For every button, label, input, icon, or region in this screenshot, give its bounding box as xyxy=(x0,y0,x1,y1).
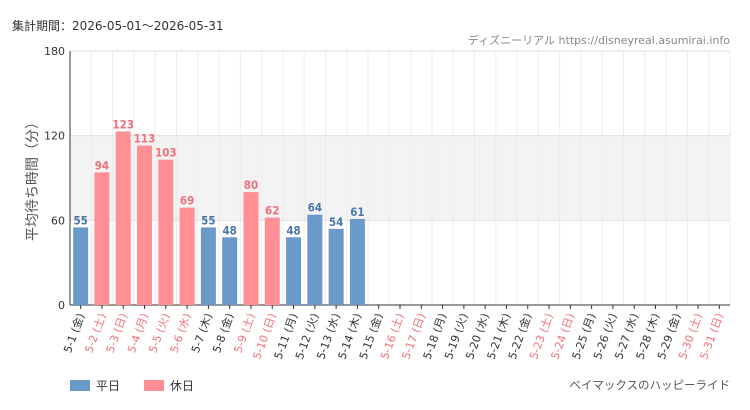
bar-value-label: 55 xyxy=(73,213,87,227)
bar-value-label: 69 xyxy=(180,194,194,208)
bar[interactable] xyxy=(200,227,216,305)
bar-value-label: 54 xyxy=(329,215,343,229)
bar[interactable] xyxy=(73,227,89,305)
legend-swatch-holiday xyxy=(144,380,165,391)
bar[interactable] xyxy=(158,159,174,305)
legend-swatch-weekday xyxy=(70,380,90,391)
y-tick-label: 180 xyxy=(44,45,65,58)
legend: 平日 休日 xyxy=(70,377,194,394)
legend-label-holiday: 休日 xyxy=(170,379,195,393)
bar[interactable] xyxy=(222,237,238,305)
bar-value-label: 113 xyxy=(134,132,156,146)
y-tick-label: 120 xyxy=(44,130,65,143)
bar-value-label: 48 xyxy=(286,223,300,237)
y-tick-label: 60 xyxy=(51,214,65,227)
legend-item-weekday[interactable]: 平日 xyxy=(70,377,120,394)
bar-value-label: 61 xyxy=(350,205,364,219)
bar-value-label: 55 xyxy=(201,213,215,227)
bar[interactable] xyxy=(307,214,323,305)
bar-value-label: 94 xyxy=(95,158,109,172)
bar[interactable] xyxy=(115,131,131,305)
bar[interactable] xyxy=(94,172,110,305)
bar-value-label: 80 xyxy=(244,178,258,192)
y-tick-label: 0 xyxy=(58,299,65,312)
bar-value-label: 103 xyxy=(155,146,177,160)
bar[interactable] xyxy=(137,145,153,305)
attraction-name: ベイマックスのハッピーライド xyxy=(569,378,730,392)
bar[interactable] xyxy=(243,192,259,305)
bar-value-label: 123 xyxy=(112,117,134,131)
bar[interactable] xyxy=(349,218,365,305)
legend-item-holiday[interactable]: 休日 xyxy=(144,377,194,394)
bar-value-label: 62 xyxy=(265,204,279,218)
bar[interactable] xyxy=(179,207,195,305)
shaded-band xyxy=(70,135,730,221)
bar[interactable] xyxy=(264,217,280,305)
bar-value-label: 64 xyxy=(308,201,322,215)
bar[interactable] xyxy=(286,237,302,305)
y-axis-title: 平均待ち時間（分） xyxy=(25,115,41,241)
bar-value-label: 48 xyxy=(222,223,236,237)
legend-label-weekday: 平日 xyxy=(96,379,121,393)
period-label: 集計期間：2026-05-01〜2026-05-31 xyxy=(12,19,224,33)
source-label: ディズニーリアル https://disneyreal.asumirai.inf… xyxy=(467,34,730,47)
bar[interactable] xyxy=(328,228,344,305)
